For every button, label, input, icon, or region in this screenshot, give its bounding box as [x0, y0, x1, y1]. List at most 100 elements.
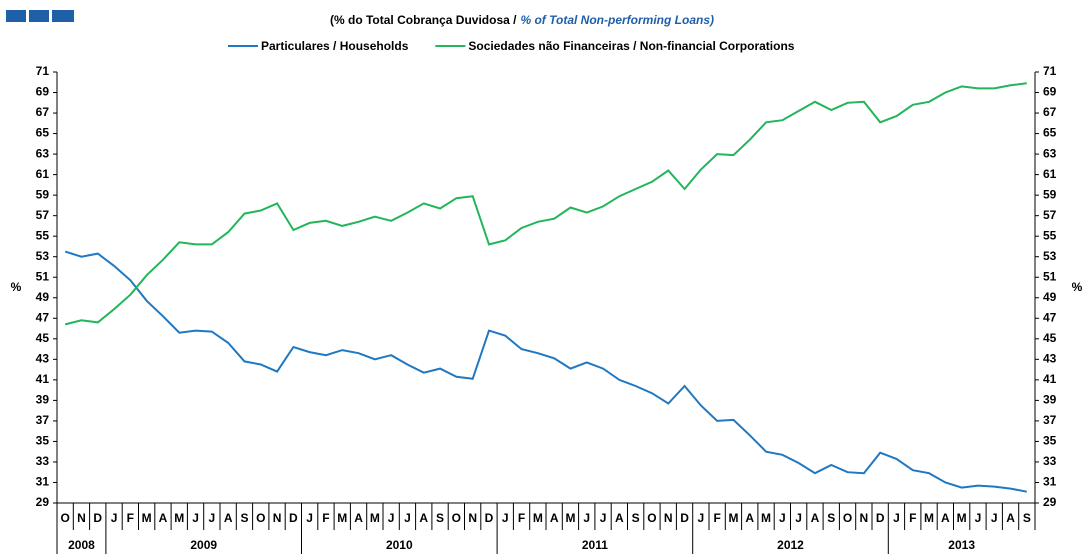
x-tick-label: M [728, 511, 738, 525]
y-tick-label: 31 [36, 475, 50, 489]
x-tick-label: J [583, 511, 590, 525]
y2-tick-label: 47 [1043, 310, 1057, 324]
x-tick-label: M [533, 511, 543, 525]
y2-tick-label: 31 [1043, 475, 1057, 489]
y2-tick-label: 29 [1043, 495, 1057, 509]
x-tick-label: S [240, 511, 248, 525]
y-tick-label: 69 [36, 85, 50, 99]
y2-tick-label: 69 [1043, 85, 1057, 99]
x-tick-label: J [779, 511, 786, 525]
y-tick-label: 47 [36, 310, 50, 324]
x-tick-label: N [77, 511, 86, 525]
x-tick-label: D [289, 511, 298, 525]
x-tick-label: D [680, 511, 689, 525]
y-tick-label: 37 [36, 413, 50, 427]
x-tick-label: N [273, 511, 282, 525]
x-tick-label: F [909, 511, 916, 525]
x-tick-label: J [209, 511, 216, 525]
legend-label: Particulares / Households [261, 39, 409, 53]
x-tick-label: J [600, 511, 607, 525]
x-tick-label: J [192, 511, 199, 525]
y2-tick-label: 63 [1043, 146, 1057, 160]
y-tick-label: 55 [36, 228, 50, 242]
y-tick-label: 45 [36, 331, 50, 345]
y2-tick-label: 43 [1043, 352, 1057, 366]
x-tick-label: N [860, 511, 869, 525]
x-tick-label: J [991, 511, 998, 525]
x-tick-label: M [565, 511, 575, 525]
y2-tick-label: 53 [1043, 249, 1057, 263]
y-tick-label: 43 [36, 352, 50, 366]
x-tick-label: M [337, 511, 347, 525]
y2-tick-label: 45 [1043, 331, 1057, 345]
x-tick-label: M [761, 511, 771, 525]
x-tick-label: A [811, 511, 820, 525]
y2-tick-label: 35 [1043, 434, 1057, 448]
y2-tick-label: 33 [1043, 454, 1057, 468]
x-tick-label: J [502, 511, 509, 525]
x-tick-label: J [404, 511, 411, 525]
x-tick-label: J [893, 511, 900, 525]
x-tick-label: S [436, 511, 444, 525]
x-tick-label: A [745, 511, 754, 525]
y-tick-label: 53 [36, 249, 50, 263]
x-tick-label: O [647, 511, 656, 525]
logo-block [6, 10, 26, 22]
y-tick-label: 49 [36, 290, 50, 304]
x-tick-label: M [142, 511, 152, 525]
y-tick-label: 35 [36, 434, 50, 448]
logo-block [52, 10, 74, 22]
y2-tick-label: 49 [1043, 290, 1057, 304]
x-tick-label: A [550, 511, 559, 525]
x-tick-label: J [388, 511, 395, 525]
y2-tick-label: 39 [1043, 393, 1057, 407]
x-tick-label: M [370, 511, 380, 525]
y-tick-label: 71 [36, 64, 50, 78]
x-tick-label: O [256, 511, 265, 525]
x-tick-label: J [306, 511, 313, 525]
y2-tick-label: 57 [1043, 208, 1057, 222]
x-tick-label: A [419, 511, 428, 525]
y-tick-label: 33 [36, 454, 50, 468]
x-tick-label: A [941, 511, 950, 525]
x-tick-label: J [975, 511, 982, 525]
x-tick-label: M [174, 511, 184, 525]
y2-tick-label: 59 [1043, 187, 1057, 201]
x-tick-label: O [60, 511, 69, 525]
y2-tick-label: 65 [1043, 126, 1057, 140]
x-tick-label: O [452, 511, 461, 525]
y-tick-label: 41 [36, 372, 50, 386]
x-tick-label: F [322, 511, 329, 525]
y2-tick-label: 51 [1043, 269, 1057, 283]
y-tick-label: 61 [36, 167, 50, 181]
legend-label: Sociedades não Financeiras / Non-financi… [468, 39, 794, 53]
y-tick-label: 51 [36, 269, 50, 283]
x-tick-label: S [632, 511, 640, 525]
year-label: 2009 [190, 538, 217, 552]
x-tick-label: J [111, 511, 118, 525]
x-tick-label: N [664, 511, 673, 525]
x-tick-label: M [957, 511, 967, 525]
y2-tick-label: 67 [1043, 105, 1057, 119]
subtitle: (% do Total Cobrança Duvidosa / [330, 13, 517, 27]
year-label: 2012 [777, 538, 804, 552]
year-label: 2008 [68, 538, 95, 552]
y-tick-label: 59 [36, 187, 50, 201]
y2-tick-label: 41 [1043, 372, 1057, 386]
x-tick-label: D [485, 511, 494, 525]
subtitle-en: % of Total Non-performing Loans) [520, 13, 714, 27]
x-tick-label: F [127, 511, 134, 525]
x-tick-label: J [698, 511, 705, 525]
x-tick-label: J [795, 511, 802, 525]
x-tick-label: O [843, 511, 852, 525]
y2-tick-label: 55 [1043, 228, 1057, 242]
y-tick-label: 39 [36, 393, 50, 407]
x-tick-label: D [93, 511, 102, 525]
y2-tick-label: 71 [1043, 64, 1057, 78]
x-tick-label: A [1006, 511, 1015, 525]
y2-tick-label: 61 [1043, 167, 1057, 181]
year-label: 2011 [582, 538, 608, 552]
y-tick-label: 29 [36, 495, 50, 509]
logo-block [29, 10, 49, 22]
